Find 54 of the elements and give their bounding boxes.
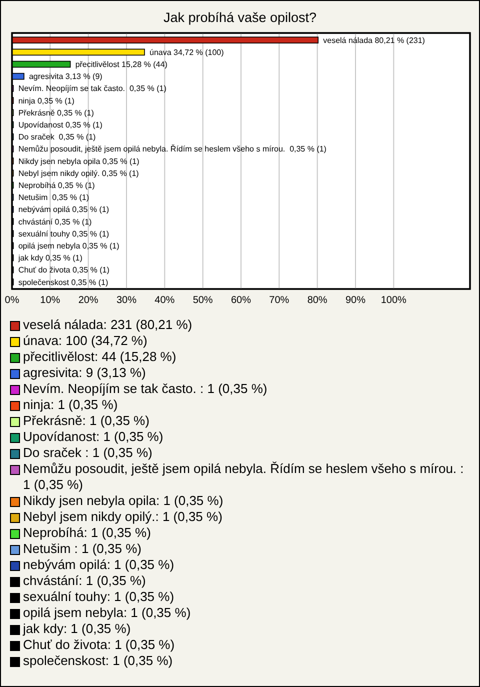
text: Nikdy jsen nebyla opila: 1 (0,35 %)	[23, 493, 224, 509]
category-label: Do sraček 0,35 % (1)	[18, 132, 96, 142]
text: Nevím. Neopíjím se tak často. : 1 (0,35 %)	[23, 381, 268, 397]
x-tick-label: 90%	[345, 295, 366, 306]
text: sexuální touhy: 1 (0,35 %)	[23, 589, 174, 605]
text: Chuť do života: 1 (0,35 %)	[23, 637, 175, 653]
category-label: ninja 0,35 % (1)	[18, 96, 74, 106]
text: přecitlivělost: 44 (15,28 %)	[23, 349, 176, 365]
category-label: Chuť do života 0,35 % (1)	[18, 266, 110, 275]
category-label: sexuální touhy 0,35 % (1)	[18, 229, 110, 238]
text: únava: 100 (34,72 %)	[23, 333, 148, 349]
category-label: únava 34,72 % (100)	[150, 48, 224, 57]
chart-title: Jak probíhá vaše opilost?	[163, 10, 317, 25]
category-label: Netušim 0,35 % (1)	[18, 193, 90, 202]
x-tick-label: 30%	[116, 295, 137, 306]
category-label: Upovídanost 0,35 % (1)	[18, 120, 102, 130]
text: Nebyl jsem nikdy opilý.: 1 (0,35 %)	[23, 509, 222, 525]
x-tick-label: 10%	[40, 295, 60, 306]
text: Překrásně: 1 (0,35 %)	[23, 413, 150, 429]
text: Nemůžu posoudit, ještě jsem opilá nebyla. Řídím se heslem všeho s mírou. : 1 (0,35 %)	[23, 461, 465, 493]
text: Neprobíhá: 1 (0,35 %)	[23, 525, 151, 541]
text: jak kdy: 1 (0,35 %)	[23, 621, 131, 637]
category-label: Nikdy jsen nebyla opila 0,35 % (1)	[18, 156, 140, 166]
x-tick-label: 20%	[78, 295, 98, 306]
x-tick-label: 0%	[4, 295, 20, 306]
category-label: agresivita 3,13 % (9)	[28, 72, 102, 82]
text: Do sraček : 1 (0,35 %)	[23, 445, 152, 461]
text: chvástání: 1 (0,35 %)	[23, 573, 146, 589]
text: společenskost: 1 (0,35 %)	[23, 653, 173, 669]
category-label: opilá jsem nebyla 0,35 % (1)	[18, 241, 120, 250]
category-label: přecitlivělost 15,28 % (44)	[75, 60, 168, 70]
x-tick-label: 60%	[230, 295, 252, 306]
category-label: veselá nálada 80,21 % (231)	[323, 36, 425, 45]
x-tick-label: 50%	[192, 295, 213, 306]
category-label: Nebyl jsem nikdy opilý. 0,35 % (1)	[18, 168, 139, 178]
category-label: Neprobíhá 0,35 % (1)	[18, 180, 95, 190]
category-label: Překrásně 0,35 % (1)	[18, 108, 94, 118]
x-tick-label: 70%	[269, 295, 290, 306]
category-label: Nevím. Neopíjím se tak často. 0,35 % (1)	[18, 84, 166, 94]
category-label: společenskost 0,35 % (1)	[18, 278, 108, 287]
category-label: jak kdy 0,35 % (1)	[18, 254, 82, 263]
text: Netušim : 1 (0,35 %)	[23, 541, 142, 557]
text: veselá nálada: 231 (80,21 %)	[23, 317, 192, 333]
text: nebývám opilá: 1 (0,35 %)	[23, 557, 174, 573]
category-label: Nemůžu posoudit, ještě jsem opilá nebyla. Řídím se heslem všeho s mírou. 0,35 % (1)	[18, 144, 326, 154]
x-tick-label: 100%	[380, 295, 407, 306]
x-tick-label: 80%	[307, 295, 328, 306]
x-tick-label: 40%	[154, 295, 175, 306]
text: agresivita: 9 (3,13 %)	[23, 365, 146, 381]
category-label: nebývám opilá 0,35 % (1)	[18, 205, 110, 214]
category-label: chvástání 0,35 % (1)	[18, 217, 92, 226]
text: ninja: 1 (0,35 %)	[23, 397, 118, 413]
text: Upovídanost: 1 (0,35 %)	[23, 429, 164, 445]
text: opilá jsem nebyla: 1 (0,35 %)	[23, 605, 191, 621]
